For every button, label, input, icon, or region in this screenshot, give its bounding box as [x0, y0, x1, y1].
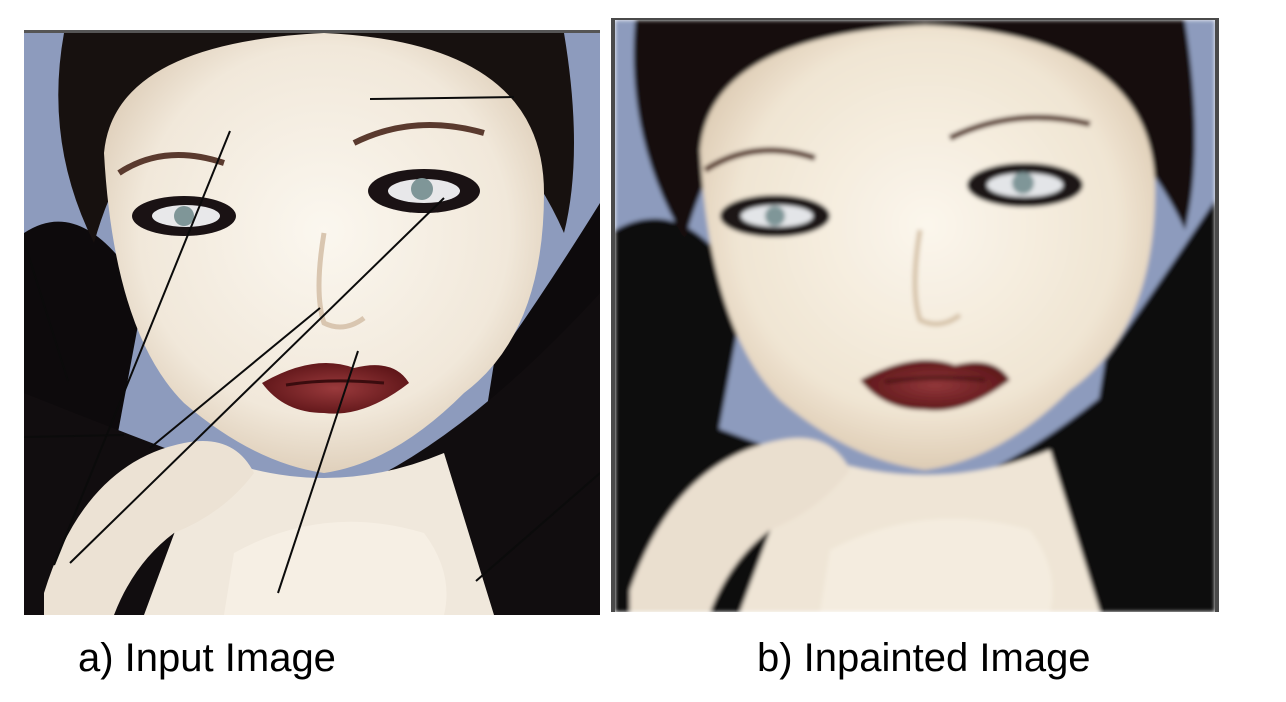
left-iris: [765, 206, 785, 226]
caption-inpainted-image: b) Inpainted Image: [757, 636, 1091, 680]
caption-input-image: a) Input Image: [78, 636, 336, 680]
fur-highlight: [820, 518, 1053, 612]
right-iris: [1012, 172, 1034, 194]
input-image: [24, 33, 600, 615]
scratch-line: [24, 240, 69, 382]
nose: [316, 232, 366, 330]
lips: [262, 363, 409, 414]
lip-line: [884, 376, 986, 384]
left-brow: [117, 152, 225, 176]
hand: [630, 438, 850, 612]
scratch-line: [69, 197, 445, 564]
lip-line: [285, 379, 385, 387]
face: [104, 33, 544, 473]
scratch-line: [53, 130, 231, 566]
right-brow: [948, 114, 1091, 141]
scratch-line: [24, 434, 125, 438]
hand: [44, 441, 254, 615]
input-image-panel: [24, 30, 600, 615]
scratch-line: [475, 472, 600, 582]
nose: [912, 229, 962, 327]
inpainted-image: [615, 20, 1215, 612]
scratch-line: [149, 307, 321, 449]
face: [700, 25, 1155, 470]
right-brow: [352, 122, 485, 146]
scratch-lines: [24, 96, 600, 594]
lips: [860, 360, 1010, 411]
left-iris: [174, 206, 194, 226]
left-brow: [703, 147, 816, 173]
scratch-line: [369, 96, 515, 100]
inpainted-image-panel: [611, 18, 1219, 612]
right-iris: [411, 178, 433, 200]
fur-highlight: [224, 521, 447, 615]
scratch-line: [277, 350, 359, 594]
